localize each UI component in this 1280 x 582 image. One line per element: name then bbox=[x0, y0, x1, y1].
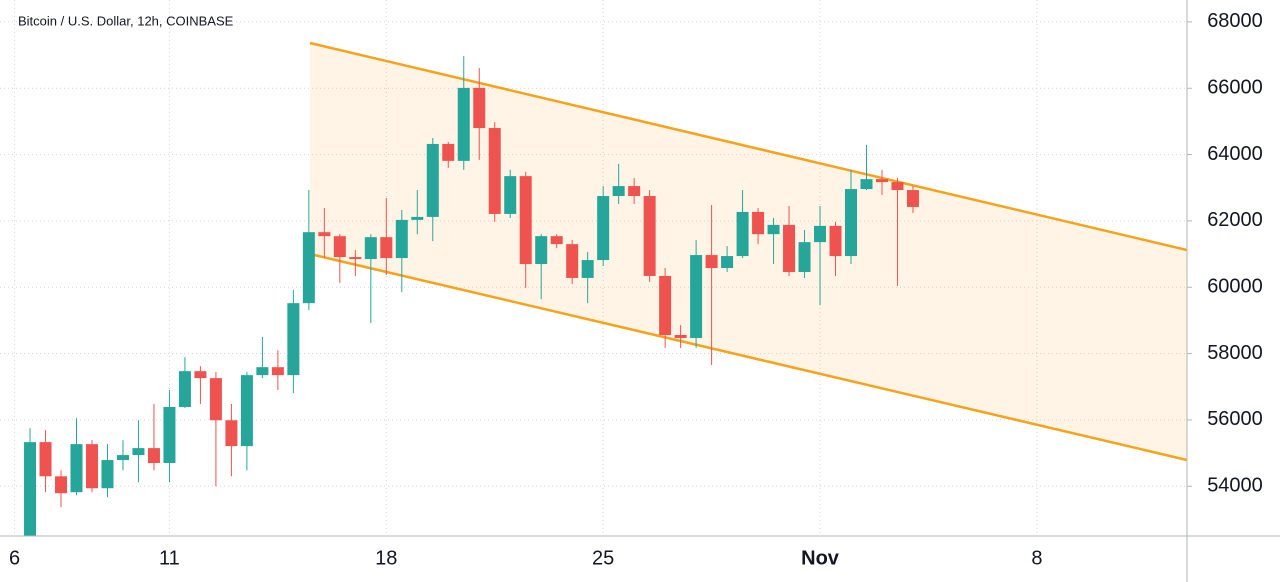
candle-body bbox=[752, 211, 765, 235]
candle-body bbox=[395, 219, 408, 259]
x-tick-label: 8 bbox=[1031, 547, 1042, 569]
y-tick-label: 54000 bbox=[1207, 475, 1263, 497]
candle-body bbox=[860, 179, 873, 190]
candle-body bbox=[643, 196, 656, 276]
y-tick-label: 58000 bbox=[1207, 342, 1263, 364]
candle-body bbox=[783, 224, 796, 272]
candle-body bbox=[116, 455, 129, 461]
candle-body bbox=[333, 236, 346, 258]
candle-body bbox=[411, 216, 424, 220]
candle-body bbox=[767, 224, 780, 235]
y-tick-label: 64000 bbox=[1207, 143, 1263, 165]
x-tick-label: 11 bbox=[159, 547, 180, 569]
candle-body bbox=[287, 303, 300, 376]
candle-body bbox=[85, 444, 98, 489]
candle-body bbox=[55, 476, 68, 494]
x-tick-label: 25 bbox=[592, 547, 614, 569]
candle-body bbox=[39, 442, 52, 477]
candle-body bbox=[519, 176, 532, 265]
candle-body bbox=[364, 237, 377, 260]
candle-body bbox=[628, 186, 641, 197]
candle-body bbox=[194, 371, 207, 379]
candle-body bbox=[256, 367, 269, 376]
x-tick-label: 18 bbox=[375, 547, 397, 569]
candle-body bbox=[225, 420, 238, 447]
candle-body bbox=[674, 335, 687, 338]
y-tick-label: 56000 bbox=[1207, 408, 1263, 430]
candle-body bbox=[535, 236, 548, 265]
candle-body bbox=[612, 186, 625, 197]
labels: 54000 56000 58000 60000 62000 64000 66000 68000… bbox=[9, 10, 1263, 569]
candle-body bbox=[906, 190, 919, 207]
candle-body bbox=[271, 367, 284, 376]
candle-body bbox=[24, 442, 37, 536]
candle-body bbox=[473, 87, 486, 129]
x-tick-label: Nov bbox=[801, 547, 840, 569]
candle-body bbox=[209, 378, 222, 421]
y-tick-label: 62000 bbox=[1207, 209, 1263, 231]
candle-body bbox=[504, 176, 517, 214]
x-tick-label: 6 bbox=[9, 547, 20, 569]
candle-body bbox=[550, 236, 563, 245]
candle-body bbox=[798, 242, 811, 272]
candle-body bbox=[566, 244, 579, 278]
candle-body bbox=[426, 143, 439, 217]
channel-upper bbox=[309, 41, 1187, 252]
candle-body bbox=[705, 255, 718, 268]
candle-body bbox=[721, 256, 734, 268]
candle-body bbox=[581, 260, 594, 278]
candle-body bbox=[380, 237, 393, 259]
candle-body bbox=[163, 406, 176, 464]
candle-body bbox=[659, 275, 672, 335]
candle-body bbox=[597, 196, 610, 261]
candle-body bbox=[302, 232, 315, 304]
candles bbox=[24, 56, 919, 536]
candle-body bbox=[829, 225, 842, 257]
candle-body bbox=[845, 189, 858, 257]
candle-body bbox=[457, 87, 470, 161]
candle-body bbox=[240, 375, 253, 447]
candle-body bbox=[814, 225, 827, 243]
candle-body bbox=[70, 444, 83, 493]
candle-body bbox=[690, 255, 703, 338]
y-tick-label: 60000 bbox=[1207, 276, 1263, 298]
candle-body bbox=[318, 232, 331, 237]
y-tick-label: 66000 bbox=[1207, 77, 1263, 99]
candle-body bbox=[147, 448, 160, 464]
chart-title: Bitcoin / U.S. Dollar, 12h, COINBASE bbox=[18, 13, 234, 28]
candle-body bbox=[488, 128, 501, 214]
channel-lower bbox=[309, 252, 1187, 462]
candle-body bbox=[349, 257, 362, 260]
candle-body bbox=[178, 371, 191, 407]
y-tick-label: 68000 bbox=[1207, 10, 1263, 32]
candle-body bbox=[875, 179, 888, 183]
candle-body bbox=[132, 448, 145, 456]
candle-body bbox=[442, 143, 455, 161]
candle-body bbox=[101, 460, 114, 489]
candle-body bbox=[891, 182, 904, 191]
candle-body bbox=[736, 211, 749, 257]
